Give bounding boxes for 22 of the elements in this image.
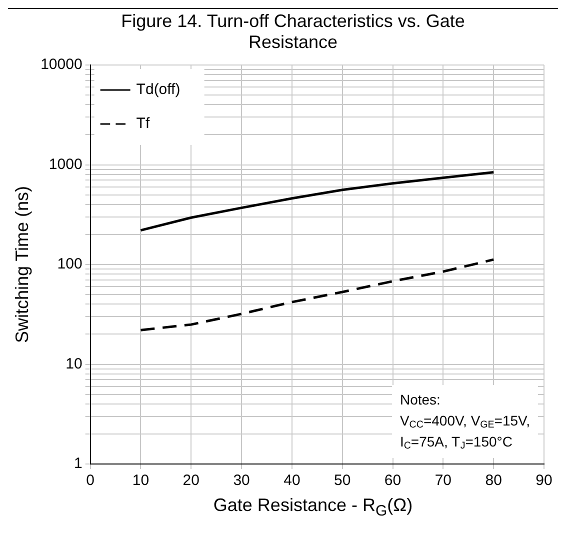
chart-title: Figure 14. Turn-off Characteristics vs. Gate Resistance: [120, 10, 466, 53]
x-tick-label: 10: [132, 472, 150, 490]
y-axis-title: Switching Time (ns): [12, 186, 32, 344]
y-tick-label: 100: [57, 256, 82, 273]
x-tick-label: 80: [485, 472, 502, 490]
x-tick-label: 70: [434, 472, 452, 490]
legend-label: Td(off): [136, 81, 180, 98]
y-tick-label: 10: [66, 355, 82, 372]
annotation: Notes:: [400, 391, 440, 408]
x-tick-label: 60: [384, 472, 402, 490]
x-axis-title: Gate Resistance - R$_{G}$(Ω): [212, 495, 414, 520]
x-tick-label: 50: [334, 472, 351, 490]
y-tick-label: 10000: [40, 56, 82, 74]
y-tick-label: 1000: [48, 156, 82, 173]
x-tick-label: 0: [86, 472, 94, 490]
x-tick-label: 30: [233, 472, 250, 490]
x-tick-label: 40: [284, 472, 300, 490]
legend-label: Tf: [136, 115, 150, 132]
y-tick-label: 1: [74, 455, 82, 472]
x-tick-label: 90: [536, 472, 552, 490]
line-series: [139, 258, 495, 332]
x-tick-label: 20: [182, 472, 200, 490]
